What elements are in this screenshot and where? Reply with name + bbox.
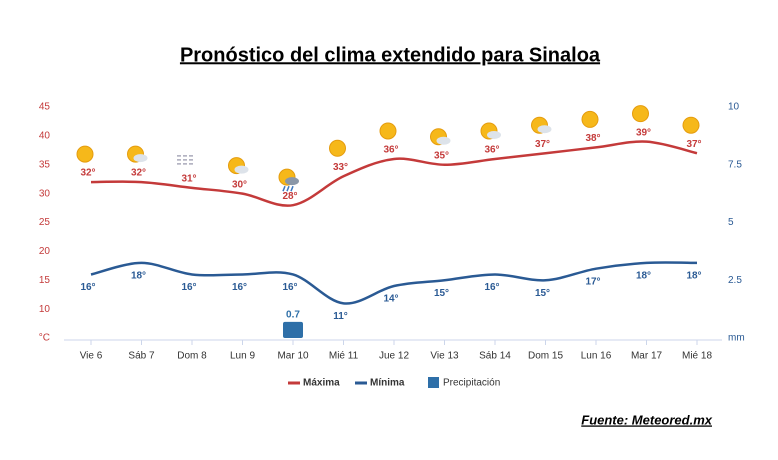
data-label: 37° [686,139,701,150]
y2-tick-label: 10 [728,102,740,113]
icon [379,122,397,140]
data-label: 35° [434,150,449,161]
y2-tick-label: 5 [728,217,734,228]
data-label: 15° [434,288,449,299]
y-tick-label: 15 [39,275,51,286]
data-label: 16° [80,282,95,293]
x-tick-label: Lun 9 [230,351,255,362]
legend-swatch [428,377,439,388]
x-tick-label: Mar 10 [277,351,309,362]
y-tick-label: 45 [39,102,51,113]
icon [632,105,649,123]
icon [537,125,552,134]
icon [290,185,294,192]
data-label: 38° [585,133,600,144]
icon [285,177,299,186]
y2-tick-label: mm [728,333,745,344]
y-tick-label: 20 [39,246,51,257]
y-tick-label: 10 [39,304,51,315]
data-label: 15° [535,288,550,299]
x-tick-label: Lun 16 [581,351,612,362]
x-tick-label: Mié 11 [329,351,359,362]
x-tick-label: Sáb 14 [479,351,511,362]
y-tick-label: 35 [39,159,51,170]
data-label: 33° [333,162,348,173]
data-label: 18° [131,271,146,282]
icon [234,165,249,174]
icon [581,110,599,128]
x-tick-label: Dom 15 [528,351,563,362]
x-tick-label: Mar 17 [631,351,663,362]
data-label: 36° [484,145,499,156]
source: Fuente: Meteored.mx [581,412,713,427]
y2-tick-label: 7.5 [728,159,742,170]
data-label: 11° [333,311,348,322]
data-label: 16° [484,282,499,293]
data-label: 16° [282,282,297,293]
x-tick-label: Vie 13 [430,351,459,362]
y-tick-label: 40 [39,131,51,142]
x-tick-label: Sáb 7 [128,351,155,362]
data-label: 18° [686,271,701,282]
data-label: 18° [636,271,651,282]
data-label: 37° [535,139,550,150]
data-label: 28° [282,191,297,202]
icon [436,136,451,145]
icon [282,185,286,192]
data-label: 31° [181,173,196,184]
data-label: 16° [181,282,196,293]
data-label: 14° [383,294,398,305]
data-label: 0.7 [286,309,300,320]
legend-label: Precipitación [443,378,500,389]
icon [286,185,290,192]
data-label: 17° [585,276,600,287]
bar [283,321,303,338]
icon [76,145,94,163]
chart-title: Pronóstico del clima extendido para Sina… [180,44,601,66]
x-tick-label: Jue 12 [379,351,409,362]
series-line [90,140,698,207]
x-tick-label: Mié 18 [682,351,712,362]
data-label: 32° [80,168,95,179]
x-tick-label: Vie 6 [80,351,103,362]
data-label: 32° [131,168,146,179]
data-label: 39° [636,127,651,138]
legend-label: Máxima [303,378,340,389]
data-label: 30° [232,179,247,190]
icon [133,154,148,163]
series-line [90,261,698,305]
icon [487,130,501,139]
icon [682,116,700,134]
y2-tick-label: 2.5 [728,275,742,286]
data-label: 16° [232,282,247,293]
y-tick-label: 30 [39,188,51,199]
x-tick-label: Dom 8 [177,351,207,362]
y-tick-label: 25 [39,217,51,228]
icon [329,139,346,157]
data-label: 36° [383,145,398,156]
y-tick-label: °C [39,333,50,344]
legend-label: Mínima [370,378,405,389]
